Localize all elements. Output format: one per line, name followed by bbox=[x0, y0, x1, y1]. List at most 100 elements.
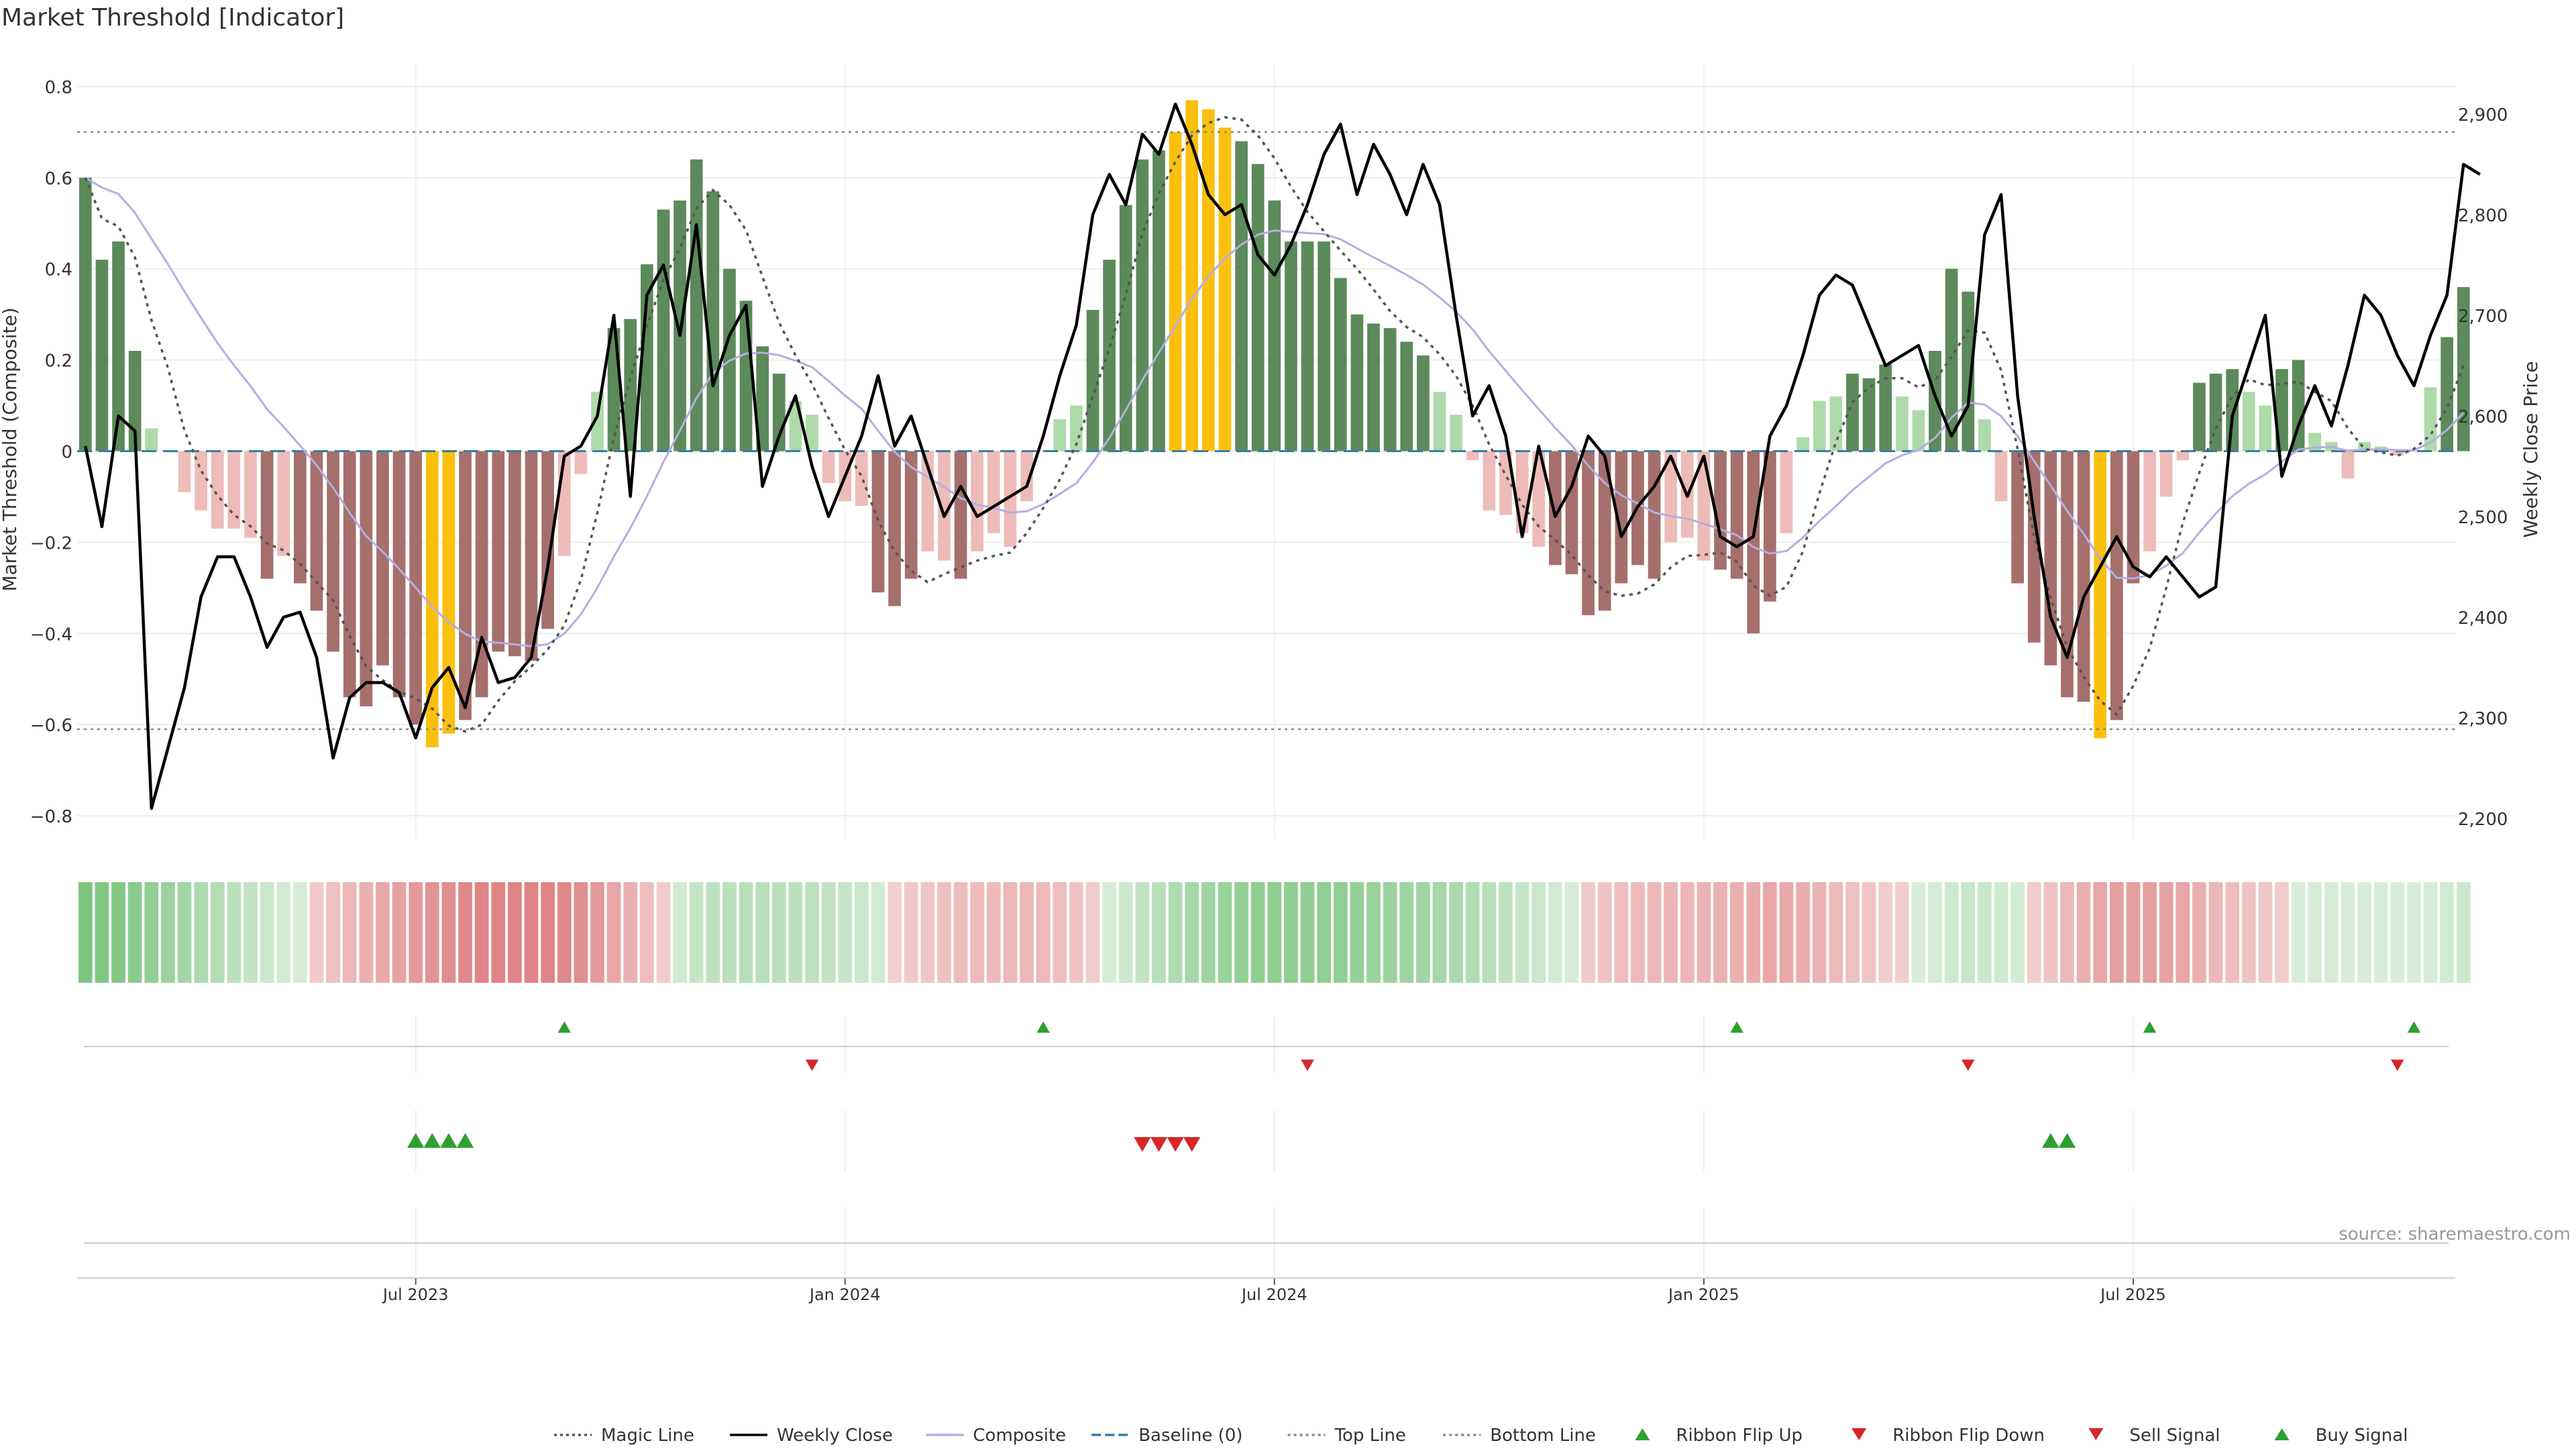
ribbon-cell bbox=[1020, 882, 1034, 983]
ribbon-flip-down-marker bbox=[805, 1059, 819, 1071]
ribbon-cell bbox=[855, 882, 869, 983]
ribbon-cell bbox=[805, 882, 819, 983]
ribbon-cell bbox=[1201, 882, 1216, 983]
ribbon-cell bbox=[888, 882, 902, 983]
ribbon-flip-up-marker bbox=[557, 1021, 572, 1033]
composite-bar bbox=[2094, 451, 2107, 739]
composite-bar bbox=[2408, 451, 2420, 452]
composite-bar bbox=[310, 451, 323, 611]
ribbon-cell bbox=[1234, 882, 1248, 983]
composite-bar bbox=[806, 415, 818, 451]
ribbon-cell bbox=[2258, 882, 2273, 983]
composite-bar bbox=[1251, 164, 1265, 451]
chart-title: Market Threshold [Indicator] bbox=[1, 4, 344, 32]
line-layer bbox=[77, 102, 2481, 810]
composite-bar bbox=[640, 264, 653, 451]
composite-bar bbox=[1466, 451, 1479, 461]
composite-bar bbox=[1813, 400, 1826, 451]
ribbon-cell bbox=[309, 882, 324, 983]
ribbon-cell bbox=[1680, 882, 1695, 983]
ribbon-cell bbox=[210, 882, 225, 983]
legend-label: Weekly Close bbox=[777, 1426, 893, 1446]
ribbon-cell bbox=[623, 882, 638, 983]
ribbon-cell bbox=[1152, 882, 1166, 983]
left-tick-label: 0 bbox=[61, 443, 72, 463]
ribbon-cell bbox=[227, 882, 241, 983]
ribbon-cell bbox=[1944, 882, 1959, 983]
legend-label: Magic Line bbox=[601, 1426, 694, 1446]
ribbon-cell bbox=[1333, 882, 1348, 983]
ribbon-cell bbox=[1746, 882, 1761, 983]
sell-signal-marker bbox=[1134, 1137, 1151, 1152]
composite-bar bbox=[1499, 451, 1512, 515]
left-tick-label: −0.6 bbox=[30, 716, 72, 736]
composite-bar bbox=[2457, 286, 2470, 451]
composite-bar bbox=[706, 191, 720, 451]
sell-signal-marker bbox=[1150, 1137, 1168, 1152]
ribbon-cell bbox=[1994, 882, 2008, 983]
composite-bar bbox=[1053, 419, 1067, 451]
x-tick-label: Jan 2025 bbox=[1667, 1285, 1739, 1304]
ribbon-cell bbox=[1383, 882, 1397, 983]
ribbon-cell bbox=[127, 882, 142, 983]
ribbon-cell bbox=[177, 882, 192, 983]
legend-swatch bbox=[2274, 1428, 2290, 1440]
ribbon-cell bbox=[937, 882, 951, 983]
ribbon-cell bbox=[970, 882, 985, 983]
composite-bar bbox=[938, 451, 951, 561]
composite-bar bbox=[1730, 451, 1743, 579]
ribbon-cell bbox=[788, 882, 803, 983]
composite-bar bbox=[2044, 451, 2057, 665]
ribbon-cell bbox=[2225, 882, 2239, 983]
composite-bar bbox=[392, 451, 406, 698]
left-tick-label: −0.8 bbox=[30, 807, 72, 827]
ribbon-cell bbox=[2423, 882, 2438, 983]
ribbon-cell bbox=[1581, 882, 1595, 983]
composite-bar bbox=[2061, 451, 2074, 698]
ribbon-cell bbox=[1829, 882, 1843, 983]
ribbon-cell bbox=[2060, 882, 2074, 983]
right-tick-label: 2,800 bbox=[2458, 206, 2508, 226]
ribbon-cell bbox=[1779, 882, 1794, 983]
buy-signal-marker bbox=[423, 1133, 441, 1148]
composite-bar bbox=[425, 451, 439, 748]
ribbon-cell bbox=[1003, 882, 1018, 983]
composite-bar bbox=[1318, 241, 1331, 451]
composite-bar bbox=[2341, 451, 2355, 479]
ribbon-cell bbox=[144, 882, 159, 983]
ribbon-cell bbox=[2291, 882, 2306, 983]
composite-bar bbox=[1136, 159, 1149, 451]
ribbon-cell bbox=[1729, 882, 1744, 983]
ribbon-flip-up-marker bbox=[2407, 1021, 2421, 1033]
buy-signal-marker bbox=[456, 1133, 474, 1148]
right-tick-label: 2,600 bbox=[2458, 407, 2508, 427]
ribbon-cell bbox=[458, 882, 472, 983]
left-tick-label: 0.6 bbox=[45, 169, 72, 189]
composite-bar bbox=[739, 301, 753, 451]
composite-bar bbox=[1994, 451, 2008, 502]
ribbon-cell bbox=[1812, 882, 1827, 983]
ribbon-cell bbox=[194, 882, 208, 983]
composite-bar bbox=[112, 241, 125, 451]
composite-bar bbox=[1598, 451, 1611, 611]
composite-bar bbox=[1417, 355, 1430, 451]
ribbon-cell bbox=[1350, 882, 1364, 983]
ribbon-cell bbox=[1135, 882, 1150, 983]
ribbon-cell bbox=[244, 882, 258, 983]
legend-swatch bbox=[1851, 1428, 1867, 1440]
x-tick-label: Jul 2024 bbox=[1240, 1285, 1307, 1304]
ribbon-cell bbox=[1894, 882, 1909, 983]
ribbon-cell bbox=[1250, 882, 1265, 983]
composite-bar bbox=[1433, 392, 1446, 451]
right-tick-label: 2,300 bbox=[2458, 709, 2508, 729]
ribbon-cell bbox=[326, 882, 340, 983]
composite-bar bbox=[1929, 351, 1941, 451]
ribbon-cell bbox=[590, 882, 604, 983]
composite-bar bbox=[475, 451, 488, 698]
composite-bar bbox=[1119, 205, 1132, 451]
left-tick-label: 0.4 bbox=[45, 260, 72, 280]
ribbon-cell bbox=[1961, 882, 1976, 983]
composite-bar bbox=[2275, 369, 2288, 451]
ribbon-cell bbox=[2043, 882, 2058, 983]
composite-bar bbox=[1400, 341, 1413, 451]
